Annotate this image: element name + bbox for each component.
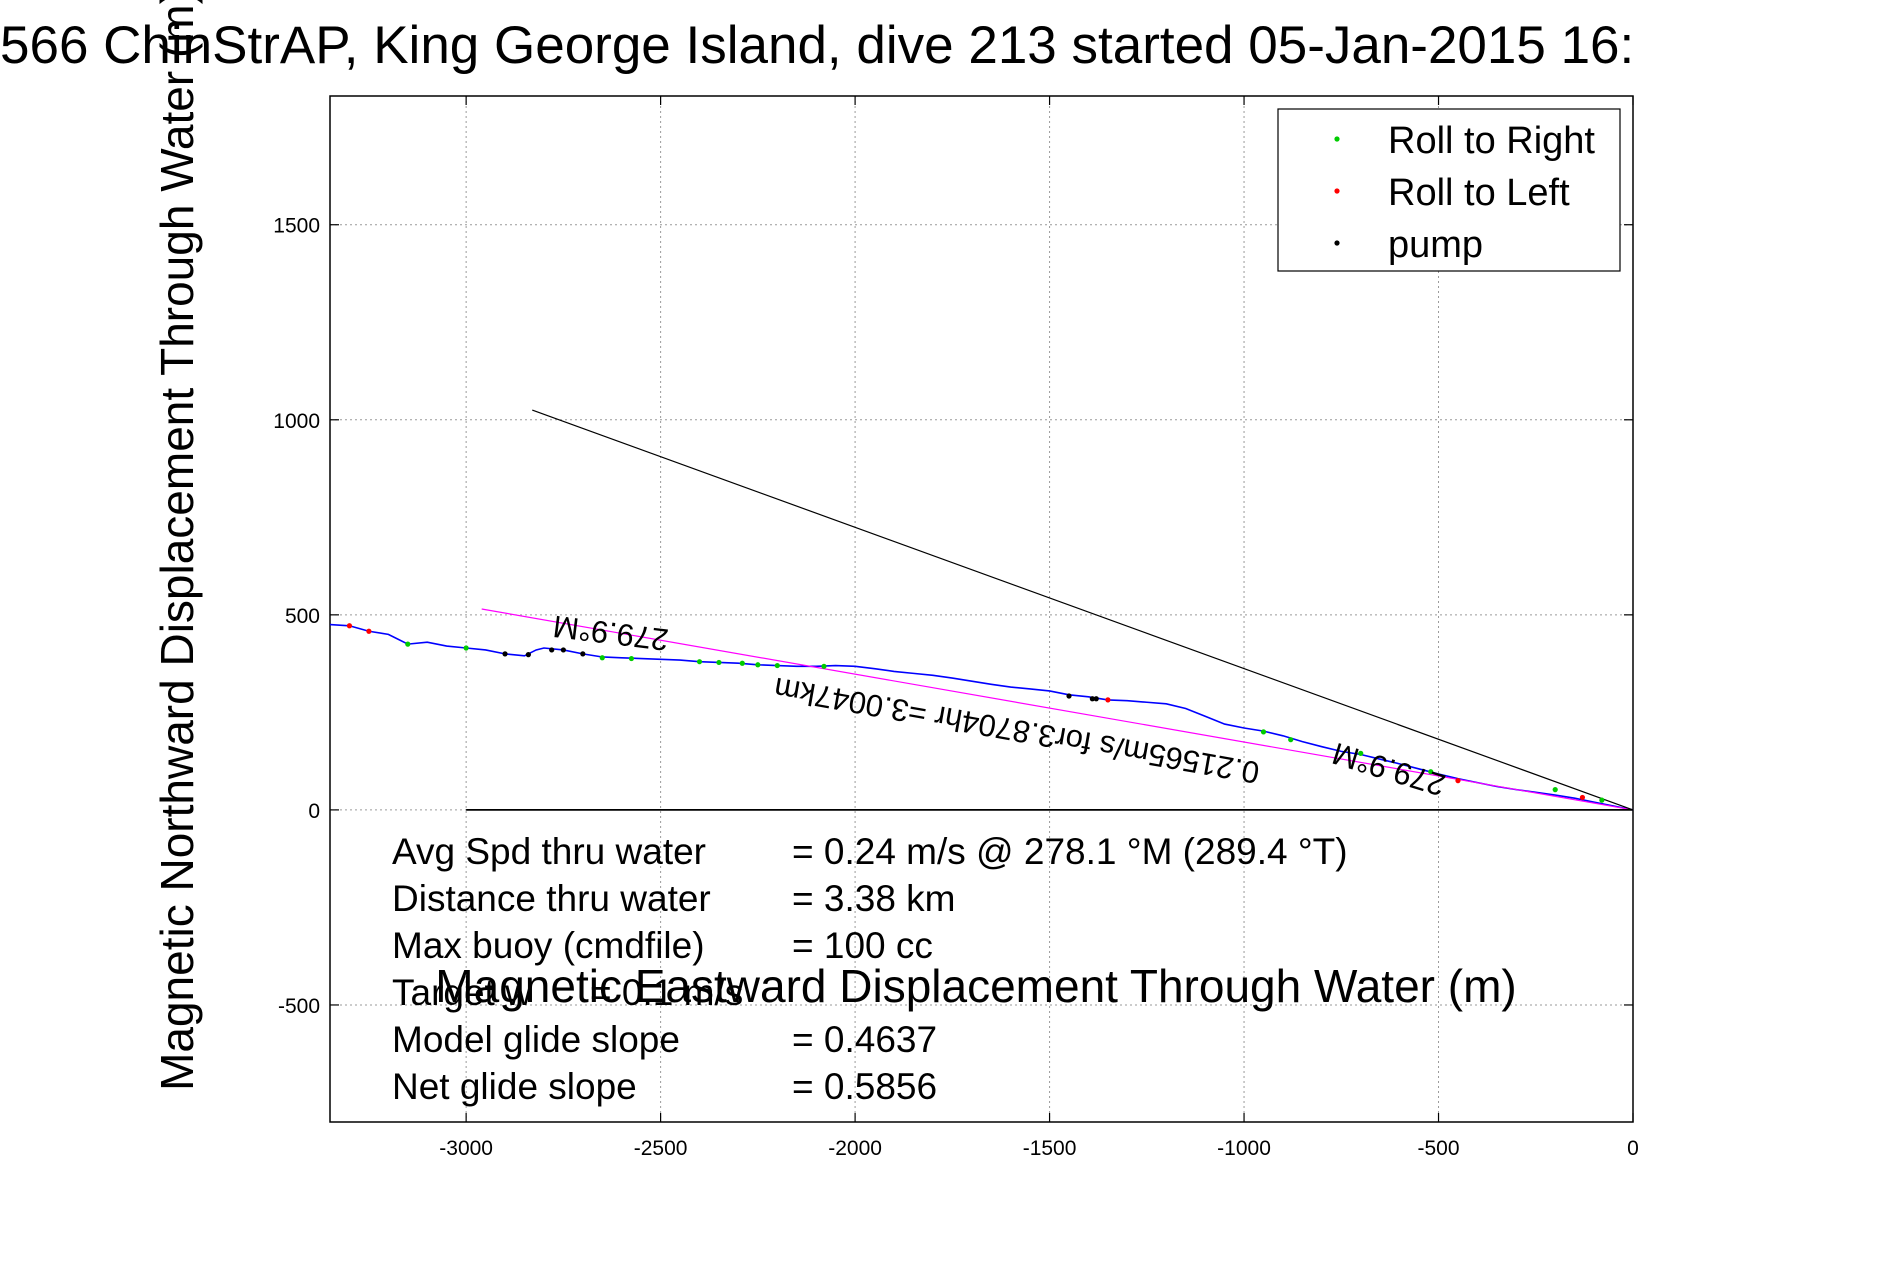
roll-right-marker bbox=[405, 641, 411, 647]
roll-right-marker bbox=[599, 655, 605, 661]
legend-swatch bbox=[1334, 240, 1340, 246]
stats-label: Distance thru water bbox=[392, 878, 711, 919]
x-tick-label: -2000 bbox=[828, 1137, 882, 1160]
trajectory-line bbox=[329, 623, 1634, 811]
stats-label: Net glide slope bbox=[392, 1066, 637, 1107]
roll-right-marker bbox=[696, 659, 703, 665]
pump-marker bbox=[1093, 696, 1099, 702]
y-axis-label: Magnetic Northward Displacement Through … bbox=[151, 0, 203, 1091]
stats-value: = 0.4637 bbox=[792, 1019, 937, 1060]
roll-right-marker bbox=[739, 660, 745, 666]
legend-entry: Roll to Right bbox=[1388, 120, 1595, 162]
data-series bbox=[329, 409, 1634, 811]
pump-marker bbox=[502, 651, 508, 657]
legend: Roll to Right Roll to Left pump bbox=[1277, 108, 1621, 272]
y-tick-label: 500 bbox=[285, 605, 320, 628]
plot-area-frame bbox=[329, 95, 1634, 1123]
pump-marker bbox=[580, 651, 586, 657]
legend-entry: pump bbox=[1388, 224, 1483, 266]
roll-right-marker bbox=[774, 662, 780, 669]
y-tick-label: 1500 bbox=[273, 215, 320, 238]
data-markers bbox=[346, 623, 1605, 803]
stats-label: Model glide slope bbox=[392, 1019, 680, 1060]
pump-marker bbox=[1089, 696, 1095, 702]
x-tick-label: 0 bbox=[1627, 1137, 1639, 1160]
legend-swatch bbox=[1334, 188, 1340, 194]
roll-right-marker bbox=[1260, 729, 1267, 735]
roll-right-marker bbox=[1428, 769, 1434, 775]
heading-line-line bbox=[481, 608, 1634, 811]
x-axis-label: Magnetic Eastward Displacement Through W… bbox=[435, 960, 1516, 1012]
roll-right-marker bbox=[1599, 797, 1605, 803]
pump-marker bbox=[549, 647, 555, 653]
stats-label: Avg Spd thru water bbox=[392, 831, 706, 872]
pump-marker bbox=[525, 652, 531, 658]
roll-left-marker bbox=[366, 628, 372, 634]
reference-line-line bbox=[532, 409, 1634, 811]
chart-title: 566 ChinStrAP, King George Island, dive … bbox=[0, 16, 1634, 75]
stats-label: Max buoy (cmdfile) bbox=[392, 925, 705, 966]
roll-left-marker bbox=[1455, 778, 1461, 784]
pump-marker bbox=[560, 647, 566, 653]
roll-left-marker bbox=[346, 623, 353, 629]
x-tick-label: -1000 bbox=[1217, 1137, 1271, 1160]
stats-value: = 3.38 km bbox=[792, 878, 956, 919]
roll-right-marker bbox=[716, 659, 722, 666]
x-tick-label: -3000 bbox=[439, 1137, 493, 1160]
stats-value: = 0.24 m/s @ 278.1 °M (289.4 °T) bbox=[792, 831, 1348, 872]
roll-right-marker bbox=[821, 663, 827, 669]
x-tick-label: -1500 bbox=[1023, 1137, 1077, 1160]
y-tick-label: 1000 bbox=[273, 410, 320, 433]
roll-left-marker bbox=[1105, 697, 1111, 703]
roll-right-marker bbox=[628, 655, 635, 662]
x-tick-label: -500 bbox=[1418, 1137, 1460, 1160]
stats-value: = 0.1 m/s bbox=[590, 972, 743, 1013]
roll-right-marker bbox=[755, 662, 761, 668]
legend-swatch bbox=[1334, 136, 1340, 142]
roll-right-marker bbox=[1288, 737, 1294, 743]
stats-block: Avg Spd thru water = 0.24 m/s @ 278.1 °M … bbox=[392, 831, 1348, 1107]
roll-left-marker bbox=[1579, 794, 1586, 801]
pump-marker bbox=[1066, 693, 1072, 699]
stats-value: = 100 cc bbox=[792, 925, 933, 966]
axis-ticks: -3000 -2500 -2000 -1500 -1000 -500 0 -500 0 500 10… bbox=[273, 96, 1639, 1160]
y-tick-label: -500 bbox=[278, 995, 320, 1018]
legend-entry: Roll to Left bbox=[1388, 172, 1570, 214]
x-tick-label: -2500 bbox=[634, 1137, 688, 1160]
roll-right-marker bbox=[1358, 750, 1364, 756]
roll-right-marker bbox=[1552, 787, 1558, 793]
roll-right-marker bbox=[463, 645, 469, 651]
stats-label: Target w bbox=[392, 972, 532, 1013]
y-tick-label: 0 bbox=[308, 800, 320, 823]
stats-value: = 0.5856 bbox=[792, 1066, 937, 1107]
